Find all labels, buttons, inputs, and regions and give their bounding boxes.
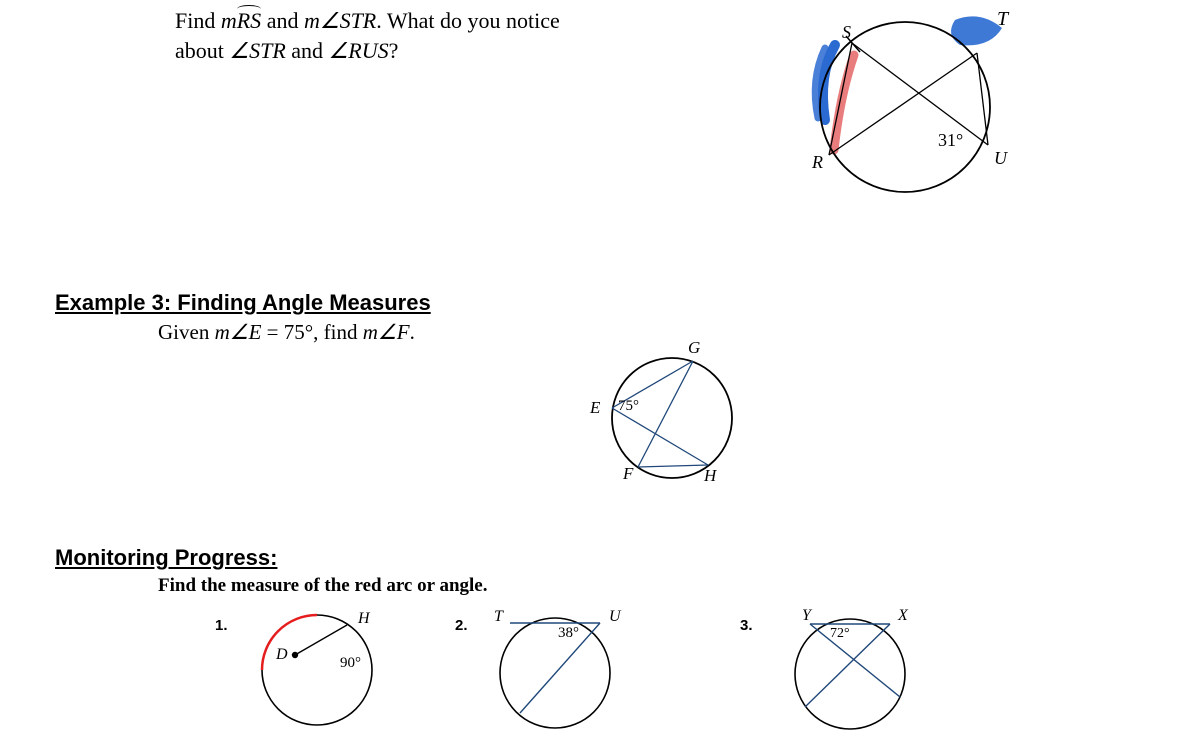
given-post: . xyxy=(410,320,415,344)
label-Y3: Y xyxy=(802,607,811,625)
intro-line1-post: . What do you notice xyxy=(376,8,560,33)
label-E: E xyxy=(590,398,600,418)
chord-Y-down xyxy=(810,624,900,697)
label-R: R xyxy=(812,152,823,173)
intro-line2: about ∠STR and ∠RUS? xyxy=(175,38,398,64)
intro-mSTR: m∠STR xyxy=(304,8,376,33)
label-H1: H xyxy=(358,610,370,628)
monitoring-heading: Monitoring Progress: xyxy=(55,545,277,571)
figure-p1 xyxy=(247,600,397,740)
circle-p3 xyxy=(795,619,905,729)
intro-line1-pre: Find xyxy=(175,8,221,33)
segment-DH xyxy=(295,625,347,655)
intro-RUS: ∠RUS xyxy=(329,38,389,63)
annotation-pink-icon xyxy=(834,55,854,150)
label-38: 38° xyxy=(558,625,579,642)
label-T2: T xyxy=(494,608,503,626)
label-U: U xyxy=(994,148,1007,169)
label-31: 31° xyxy=(938,130,963,151)
given-mE: m∠E xyxy=(215,320,262,344)
intro-STR: ∠STR xyxy=(229,38,285,63)
label-T: T xyxy=(997,8,1008,31)
chord-FH xyxy=(638,465,708,467)
example3-given: Given m∠E = 75°, find m∠F. xyxy=(158,320,415,345)
chord-SU xyxy=(852,43,988,145)
figure-top-circle xyxy=(780,0,1040,230)
intro-line1: Find mRS and m∠STR. What do you notice xyxy=(175,8,560,34)
intro-line1-mid: and xyxy=(261,8,304,33)
label-U2: U xyxy=(609,608,621,626)
intro-line2-pre: about xyxy=(175,38,229,63)
problem2-num: 2. xyxy=(455,617,468,634)
given-mF: m∠F xyxy=(363,320,410,344)
given-pre: Given xyxy=(158,320,215,344)
label-H: H xyxy=(704,466,716,486)
monitoring-instr: Find the measure of the red arc or angle… xyxy=(158,575,487,597)
label-D1: D xyxy=(276,646,288,664)
intro-line2-q: ? xyxy=(389,38,399,63)
label-75: 75° xyxy=(618,398,639,415)
example3-heading: Example 3: Finding Angle Measures xyxy=(55,290,431,316)
label-F: F xyxy=(623,464,633,484)
label-G: G xyxy=(688,338,700,358)
label-X3: X xyxy=(898,607,908,625)
figure-mid-circle xyxy=(595,340,775,510)
given-eq: = 75°, find xyxy=(261,320,362,344)
arc-RS-icon xyxy=(237,5,261,13)
intro-mRS: mRS xyxy=(221,8,261,33)
page-content: { "intro": { "line1_pre": "Find ", "line… xyxy=(0,0,1200,675)
label-90: 90° xyxy=(340,655,361,672)
intro-line2-and: and xyxy=(286,38,329,63)
problem1-num: 1. xyxy=(215,617,228,634)
label-72: 72° xyxy=(830,626,850,642)
circle-top xyxy=(820,22,990,192)
problem3-num: 3. xyxy=(740,617,753,634)
label-S: S xyxy=(842,22,851,43)
chord-TU xyxy=(977,53,988,145)
red-arc-p1 xyxy=(262,615,317,670)
